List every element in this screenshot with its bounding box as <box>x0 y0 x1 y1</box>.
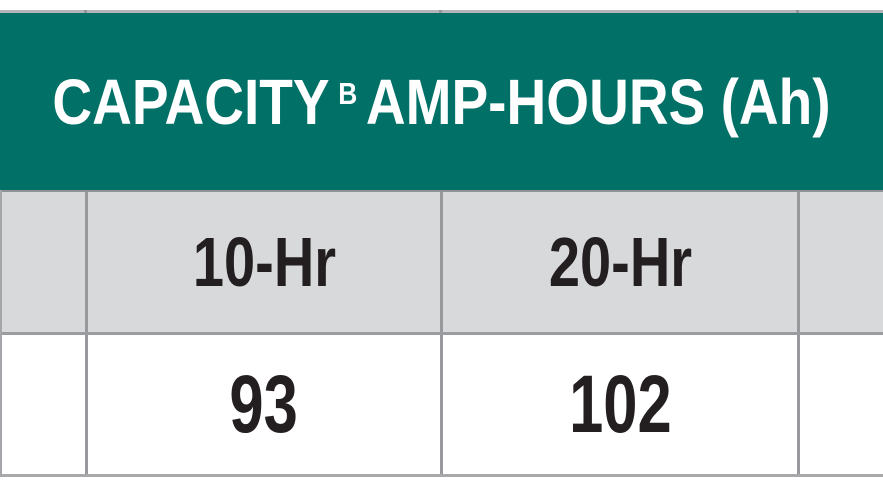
column-header-20hr-cell: 20-Hr <box>440 192 797 332</box>
border-notch <box>439 10 442 13</box>
table-left-edge-border <box>0 190 2 476</box>
column-header-10hr-label: 10-Hr <box>192 223 336 301</box>
capacity-10hr-value: 93 <box>229 358 299 450</box>
capacity-20hr-value: 102 <box>568 358 672 450</box>
row-divider <box>0 190 883 192</box>
footnote-marker: B <box>338 75 358 111</box>
capacity-data-row: 93 102 <box>0 335 883 474</box>
column-header-20hr-label: 20-Hr <box>548 223 692 301</box>
row-divider <box>0 332 883 335</box>
table-bottom-border <box>0 474 883 477</box>
border-notch <box>796 10 799 13</box>
title-text-suffix: AMP-HOURS (Ah) <box>365 65 831 138</box>
top-margin <box>0 0 883 10</box>
table-top-border <box>0 10 883 13</box>
column-header-10hr-cell: 10-Hr <box>85 192 440 332</box>
border-notch <box>84 10 87 13</box>
capacity-10hr-cell: 93 <box>85 335 440 474</box>
data-stub-cell <box>0 335 85 474</box>
column-header-row: 10-Hr 20-Hr <box>0 192 883 332</box>
data-edge-cell <box>797 335 883 474</box>
capacity-title-banner: CAPACITY B AMP-HOURS (Ah) <box>0 13 883 190</box>
capacity-20hr-cell: 102 <box>440 335 797 474</box>
title-text-prefix: CAPACITY <box>52 65 330 138</box>
bottom-margin <box>0 477 883 500</box>
header-stub-cell <box>0 192 85 332</box>
table-title: CAPACITY B AMP-HOURS (Ah) <box>52 70 830 134</box>
header-edge-cell <box>797 192 883 332</box>
